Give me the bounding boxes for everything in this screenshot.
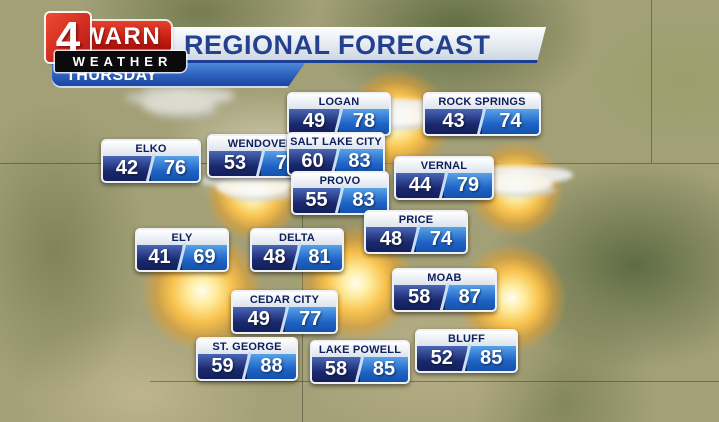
low-temp: 53 — [209, 151, 261, 176]
high-temp: 79 — [444, 173, 492, 198]
temps-row: 44 79 — [396, 171, 492, 198]
city-name: PROVO — [293, 173, 387, 188]
city-forecast-box: MOAB 58 87 — [392, 268, 497, 312]
temps-row: 49 77 — [233, 305, 336, 332]
low-temp: 59 — [198, 354, 247, 379]
low-temp: 49 — [233, 307, 285, 332]
low-temp: 43 — [425, 109, 482, 134]
station-logo: WARN 4 WEATHER — [0, 0, 210, 100]
cloud-shape — [216, 177, 290, 197]
city-forecast-box: LAKE POWELL 58 85 — [310, 340, 410, 384]
city-forecast-box: BLUFF 52 85 — [415, 329, 518, 373]
header-banner: REGIONAL FORECAST — [168, 27, 546, 63]
city-forecast-box: SALT LAKE CITY 60 83 — [287, 132, 385, 176]
city-name: BLUFF — [417, 331, 516, 346]
city-forecast-box: ROCK SPRINGS 43 74 — [423, 92, 541, 136]
high-temp: 85 — [360, 357, 408, 382]
city-name: VERNAL — [396, 158, 492, 173]
high-temp: 77 — [284, 307, 336, 332]
city-forecast-box: ST. GEORGE 59 88 — [196, 337, 298, 381]
city-name: LAKE POWELL — [312, 342, 408, 357]
temps-row: 55 83 — [293, 186, 387, 213]
city-name: PRICE — [366, 212, 466, 227]
low-temp: 44 — [396, 173, 444, 198]
temps-row: 48 81 — [252, 243, 342, 270]
city-name: CEDAR CITY — [233, 292, 336, 307]
cloud-shape — [479, 173, 553, 193]
city-forecast-box: VERNAL 44 79 — [394, 156, 494, 200]
city-forecast-box: LOGAN 49 78 — [287, 92, 391, 136]
temps-row: 48 74 — [366, 225, 466, 252]
high-temp: 87 — [444, 285, 495, 310]
low-temp: 41 — [137, 245, 182, 270]
low-temp: 58 — [394, 285, 445, 310]
brand-subtitle: WEATHER — [55, 51, 186, 72]
city-forecast-box: ELKO 42 76 — [101, 139, 201, 183]
low-temp: 42 — [103, 156, 151, 181]
high-temp: 83 — [336, 149, 383, 174]
temps-row: 42 76 — [103, 154, 199, 181]
temps-row: 59 88 — [198, 352, 296, 379]
low-temp: 48 — [252, 245, 297, 270]
city-forecast-box: ELY 41 69 — [135, 228, 229, 272]
city-forecast-box: DELTA 48 81 — [250, 228, 344, 272]
high-temp: 78 — [339, 109, 389, 134]
cloud-shape — [141, 94, 215, 114]
temps-row: 58 85 — [312, 355, 408, 382]
low-temp: 55 — [293, 188, 340, 213]
city-forecast-box: PRICE 48 74 — [364, 210, 468, 254]
city-name: ST. GEORGE — [198, 339, 296, 354]
high-temp: 81 — [297, 245, 342, 270]
page-title: REGIONAL FORECAST — [184, 29, 491, 60]
city-name: DELTA — [252, 230, 342, 245]
city-name: ELY — [137, 230, 227, 245]
high-temp: 74 — [416, 227, 466, 252]
high-temp: 76 — [151, 156, 199, 181]
high-temp: 85 — [466, 346, 516, 371]
low-temp: 52 — [417, 346, 467, 371]
high-temp: 88 — [247, 354, 296, 379]
temps-row: 43 74 — [425, 107, 539, 134]
low-temp: 60 — [289, 149, 336, 174]
state-border-line — [651, 0, 652, 163]
low-temp: 49 — [289, 109, 339, 134]
city-name: MOAB — [394, 270, 495, 285]
temps-row: 49 78 — [289, 107, 389, 134]
city-name: ROCK SPRINGS — [425, 94, 539, 109]
temps-row: 58 87 — [394, 283, 495, 310]
low-temp: 58 — [312, 357, 360, 382]
state-border-line — [150, 381, 719, 382]
high-temp: 69 — [182, 245, 227, 270]
city-name: LOGAN — [289, 94, 389, 109]
high-temp: 74 — [482, 109, 539, 134]
city-name: ELKO — [103, 141, 199, 156]
city-forecast-box: PROVO 55 83 — [291, 171, 389, 215]
city-forecast-box: CEDAR CITY 49 77 — [231, 290, 338, 334]
temps-row: 60 83 — [289, 147, 383, 174]
low-temp: 48 — [366, 227, 416, 252]
temps-row: 41 69 — [137, 243, 227, 270]
high-temp: 83 — [340, 188, 387, 213]
city-name: SALT LAKE CITY — [289, 134, 383, 149]
temps-row: 52 85 — [417, 344, 516, 371]
